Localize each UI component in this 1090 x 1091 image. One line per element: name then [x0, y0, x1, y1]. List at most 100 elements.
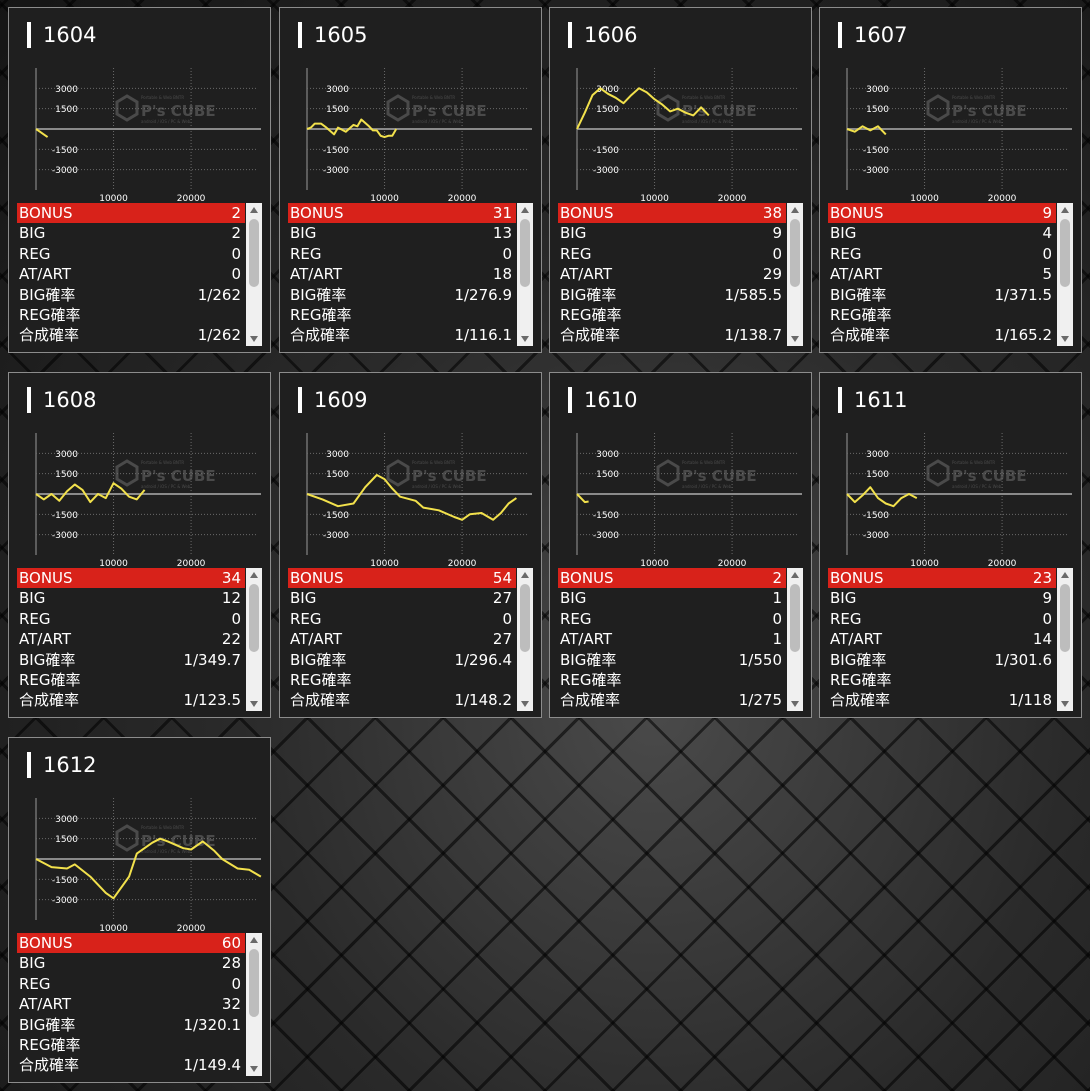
stats-scrollbar[interactable]: [787, 568, 803, 711]
stats-list[interactable]: BONUS 31 BIG 13 REG 0 AT/ART 18 BIG確率 1/276.9 REG確…: [288, 203, 533, 346]
stat-row: REG 0: [288, 609, 516, 629]
machine-card-1611[interactable]: 1611 P's CUBE Portable & Web BNTR android /…: [819, 372, 1082, 718]
y-tick-label: -3000: [863, 166, 889, 176]
stat-row: REG 0: [17, 609, 245, 629]
stats-list[interactable]: BONUS 9 BIG 4 REG 0 AT/ART 5 BIG確率 1/371.5 REG確率 合成…: [828, 203, 1073, 346]
stat-row: REG 0: [828, 244, 1056, 264]
scroll-down-arrow-icon[interactable]: [1061, 701, 1069, 707]
stat-value: 1/165.2: [994, 326, 1052, 345]
stat-label: REG: [290, 609, 322, 628]
watermark-brand: P's CUBE: [412, 102, 487, 120]
scroll-up-arrow-icon[interactable]: [250, 937, 258, 943]
slump-graph: P's CUBE Portable & Web BNTR android / iOS…: [35, 433, 261, 567]
stats-list[interactable]: BONUS 2 BIG 1 REG 0 AT/ART 1 BIG確率 1/550 REG確率 合成確率…: [558, 568, 803, 711]
stat-label: BONUS: [560, 204, 614, 222]
stats-scrollbar[interactable]: [246, 568, 262, 711]
scroll-up-arrow-icon[interactable]: [791, 207, 799, 213]
stat-label: AT/ART: [19, 630, 72, 649]
machine-card-1610[interactable]: 1610 P's CUBE Portable & Web BNTR android /…: [549, 372, 812, 718]
scroll-thumb[interactable]: [1060, 584, 1070, 652]
scroll-thumb[interactable]: [520, 219, 530, 287]
stat-label: BIG確率: [830, 650, 887, 669]
stat-row: AT/ART 1: [558, 629, 786, 649]
stat-value: 1/320.1: [183, 1015, 241, 1034]
stats-list[interactable]: BONUS 2 BIG 2 REG 0 AT/ART 0 BIG確率 1/262 REG確率 合成確率…: [17, 203, 262, 346]
machine-number: 1607: [838, 22, 907, 48]
stat-label: BIG: [560, 224, 587, 243]
scroll-down-arrow-icon[interactable]: [521, 336, 529, 342]
scroll-thumb[interactable]: [249, 584, 259, 652]
y-tick-label: 3000: [866, 450, 889, 460]
stat-label: AT/ART: [290, 265, 343, 284]
watermark-line-2: android / iOS / PC & Web: [412, 119, 462, 124]
machine-card-1605[interactable]: 1605 P's CUBE Portable & Web BNTR android /…: [279, 7, 542, 353]
x-tick-label: 20000: [177, 194, 206, 202]
scroll-up-arrow-icon[interactable]: [250, 572, 258, 578]
stats-scrollbar[interactable]: [246, 203, 262, 346]
stat-row: BIG確率 1/276.9: [288, 285, 516, 305]
watermark-brand: P's CUBE: [141, 832, 216, 850]
stats-scrollbar[interactable]: [517, 568, 533, 711]
machine-number: 1608: [27, 387, 96, 413]
scroll-thumb[interactable]: [790, 219, 800, 287]
scroll-thumb[interactable]: [790, 584, 800, 652]
scroll-down-arrow-icon[interactable]: [250, 1066, 258, 1072]
stat-label: AT/ART: [560, 630, 613, 649]
scroll-thumb[interactable]: [249, 219, 259, 287]
stat-value: 1/118: [1008, 691, 1052, 710]
scroll-thumb[interactable]: [520, 584, 530, 652]
watermark-line-2: android / iOS / PC & Web: [952, 484, 1002, 489]
stats-scrollbar[interactable]: [246, 933, 262, 1076]
stats-scrollbar[interactable]: [1057, 568, 1073, 711]
scroll-down-arrow-icon[interactable]: [521, 701, 529, 707]
scroll-down-arrow-icon[interactable]: [250, 701, 258, 707]
stats-list[interactable]: BONUS 23 BIG 9 REG 0 AT/ART 14 BIG確率 1/301.6 REG確率…: [828, 568, 1073, 711]
stats-scrollbar[interactable]: [787, 203, 803, 346]
machine-card-1608[interactable]: 1608 P's CUBE Portable & Web BNTR android /…: [8, 372, 271, 718]
scroll-down-arrow-icon[interactable]: [1061, 336, 1069, 342]
y-tick-label: 1500: [55, 105, 78, 115]
stat-value: 34: [221, 569, 241, 587]
scroll-thumb[interactable]: [249, 949, 259, 1017]
scroll-up-arrow-icon[interactable]: [521, 572, 529, 578]
stat-label: 合成確率: [830, 691, 891, 710]
stat-label: REG確率: [19, 306, 81, 324]
stats-scrollbar[interactable]: [1057, 203, 1073, 346]
machine-card-1607[interactable]: 1607 P's CUBE Portable & Web BNTR android /…: [819, 7, 1082, 353]
stats-list[interactable]: BONUS 60 BIG 28 REG 0 AT/ART 32 BIG確率 1/320.1 REG確…: [17, 933, 262, 1076]
stat-value: 1/262: [197, 285, 241, 304]
machine-card-1612[interactable]: 1612 P's CUBE Portable & Web BNTR android /…: [8, 737, 271, 1083]
scroll-up-arrow-icon[interactable]: [250, 207, 258, 213]
stats-scrollbar[interactable]: [517, 203, 533, 346]
watermark-brand: P's CUBE: [952, 467, 1027, 485]
stat-value: 1/276.9: [454, 285, 512, 304]
stat-label: REG確率: [830, 671, 892, 689]
stat-value: 1/585.5: [724, 285, 782, 304]
stats-list[interactable]: BONUS 38 BIG 9 REG 0 AT/ART 29 BIG確率 1/585.5 REG確率…: [558, 203, 803, 346]
y-tick-label: -3000: [52, 531, 78, 541]
slump-line-series: [35, 837, 262, 900]
watermark-logo: P's CUBE Portable & Web BNTR android / iOS…: [386, 459, 487, 489]
stat-row: AT/ART 27: [288, 629, 516, 649]
bonus-row: BONUS 54: [288, 568, 516, 589]
scroll-down-arrow-icon[interactable]: [791, 701, 799, 707]
machine-card-1609[interactable]: 1609 P's CUBE Portable & Web BNTR android /…: [279, 372, 542, 718]
scroll-up-arrow-icon[interactable]: [521, 207, 529, 213]
scroll-down-arrow-icon[interactable]: [250, 336, 258, 342]
scroll-thumb[interactable]: [1060, 219, 1070, 287]
stat-row: REG 0: [17, 244, 245, 264]
stat-label: BIG確率: [19, 650, 76, 669]
scroll-up-arrow-icon[interactable]: [1061, 572, 1069, 578]
scroll-down-arrow-icon[interactable]: [791, 336, 799, 342]
machine-card-1606[interactable]: 1606 P's CUBE Portable & Web BNTR android /…: [549, 7, 812, 353]
machine-card-1604[interactable]: 1604 P's CUBE Portable & Web BNTR android /…: [8, 7, 271, 353]
watermark-line-2: android / iOS / PC & Web: [682, 119, 732, 124]
stat-label: AT/ART: [290, 630, 343, 649]
stats-list[interactable]: BONUS 34 BIG 12 REG 0 AT/ART 22 BIG確率 1/349.7 REG確…: [17, 568, 262, 711]
scroll-up-arrow-icon[interactable]: [1061, 207, 1069, 213]
scroll-up-arrow-icon[interactable]: [791, 572, 799, 578]
y-tick-label: 3000: [596, 85, 619, 95]
stats-list[interactable]: BONUS 54 BIG 27 REG 0 AT/ART 27 BIG確率 1/296.4 REG確…: [288, 568, 533, 711]
stat-value: 4: [1042, 224, 1052, 243]
stat-value: 27: [492, 630, 512, 649]
